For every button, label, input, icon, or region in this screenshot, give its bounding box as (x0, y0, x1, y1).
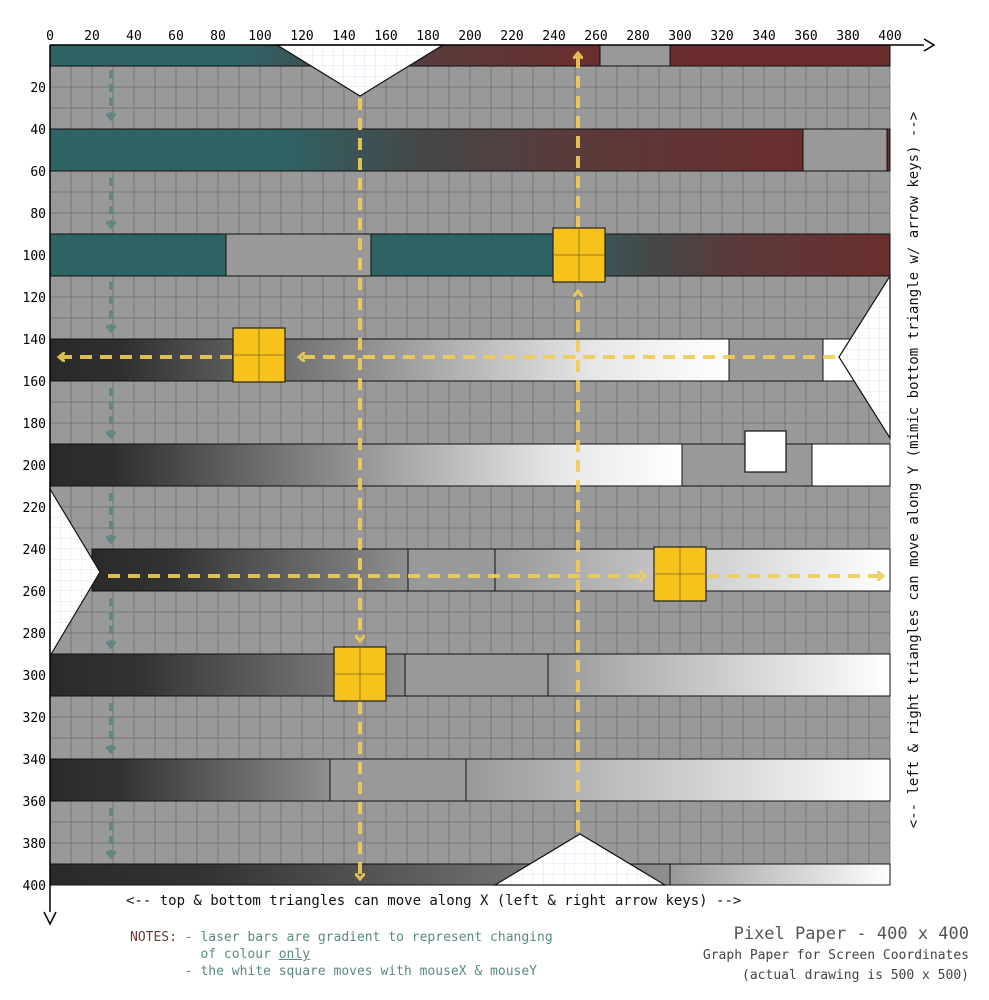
notes-line-3: - the white square moves with mouseX & m… (184, 964, 537, 979)
x-axis-arrowhead (923, 38, 936, 52)
y-axis-arrowhead (43, 911, 57, 926)
x-tick-160: 160 (374, 29, 397, 44)
x-tick-260: 260 (584, 29, 607, 44)
white-square[interactable] (744, 430, 787, 473)
right-caption: <-- left & right triangles can move alon… (906, 111, 922, 829)
x-tick-labels: 0 20 40 60 80 100 120 140 160 180 200 220 240 260 280 3… (46, 29, 902, 44)
x-tick-320: 320 (710, 29, 733, 44)
y-tick-120: 120 (23, 291, 46, 306)
axes (43, 38, 936, 926)
laser-bar-3b (370, 233, 891, 277)
yellow-laser-arrows (60, 54, 882, 878)
y-tick-140: 140 (23, 333, 46, 348)
y-tick-360: 360 (23, 795, 46, 810)
laser-bar-2 (49, 128, 804, 172)
x-tick-200: 200 (458, 29, 481, 44)
laser-bar-8-end (465, 758, 891, 802)
page-subtitle-2: (actual drawing is 500 x 500) (742, 968, 969, 983)
laser-bar-6-gap (407, 548, 496, 592)
laser-bar-2-end (886, 128, 891, 172)
y-tick-400: 400 (23, 879, 46, 894)
x-tick-40: 40 (126, 29, 142, 44)
y-tick-300: 300 (23, 669, 46, 684)
laser-bar-8-gap (329, 758, 467, 802)
laser-bar-7-gap (404, 653, 549, 697)
x-tick-140: 140 (332, 29, 355, 44)
y-tick-labels: 20 40 60 80 100 120 140 160 180 200 220 240 260 280 30… (23, 81, 46, 894)
laser-bar-5-end (811, 443, 891, 487)
laser-bar-6 (91, 548, 409, 592)
y-tick-80: 80 (30, 207, 46, 222)
x-tick-400: 400 (878, 29, 901, 44)
x-tick-80: 80 (210, 29, 226, 44)
laser-bar-3-gap (225, 233, 372, 277)
right-caption-wrap: <-- left & right triangles can move alon… (904, 60, 924, 880)
bottom-caption: <-- top & bottom triangles can move alon… (126, 893, 742, 909)
y-tick-160: 160 (23, 375, 46, 390)
y-tick-40: 40 (30, 123, 46, 138)
y-tick-180: 180 (23, 417, 46, 432)
x-tick-100: 100 (248, 29, 271, 44)
x-tick-280: 280 (626, 29, 649, 44)
x-tick-220: 220 (500, 29, 523, 44)
laser-bar-2-gap (802, 128, 888, 172)
laser-bar-4 (49, 338, 730, 382)
notes-line-1: - laser bars are gradient to represent c… (184, 930, 553, 945)
notes-label: NOTES: (130, 930, 177, 945)
laser-bar-4-gap (728, 338, 824, 382)
laser-bar-1-end (669, 44, 891, 67)
x-tick-180: 180 (416, 29, 439, 44)
laser-bar-1-gap (599, 44, 671, 67)
y-tick-20: 20 (30, 81, 46, 96)
x-tick-120: 120 (290, 29, 313, 44)
y-tick-220: 220 (23, 501, 46, 516)
notes-line-2-emphasis: only (278, 947, 311, 962)
laser-bar-5 (49, 443, 683, 487)
x-tick-240: 240 (542, 29, 565, 44)
page-title: Pixel Paper - 400 x 400 (733, 924, 969, 944)
laser-bar-7-end (547, 653, 891, 697)
y-tick-380: 380 (23, 837, 46, 852)
x-tick-60: 60 (168, 29, 184, 44)
laser-bar-8 (49, 758, 331, 802)
laser-bar-3a (49, 233, 227, 277)
y-tick-280: 280 (23, 627, 46, 642)
x-tick-300: 300 (668, 29, 691, 44)
right-triangle[interactable] (838, 273, 891, 441)
page-subtitle: Graph Paper for Screen Coordinates (702, 948, 969, 963)
x-tick-340: 340 (752, 29, 775, 44)
laser-bar-9-end (669, 863, 891, 886)
y-tick-240: 240 (23, 543, 46, 558)
x-tick-20: 20 (84, 29, 100, 44)
yellow-squares (232, 227, 707, 702)
notes: NOTES: - laser bars are gradient to repr… (130, 929, 553, 980)
y-tick-100: 100 (23, 249, 46, 264)
notes-line-2: of colour (200, 947, 279, 962)
x-tick-360: 360 (794, 29, 817, 44)
y-tick-60: 60 (30, 165, 46, 180)
bottom-triangle[interactable] (492, 833, 668, 886)
y-tick-340: 340 (23, 753, 46, 768)
x-tick-0: 0 (46, 29, 54, 44)
y-tick-260: 260 (23, 585, 46, 600)
y-tick-320: 320 (23, 711, 46, 726)
y-tick-200: 200 (23, 459, 46, 474)
x-tick-380: 380 (836, 29, 859, 44)
